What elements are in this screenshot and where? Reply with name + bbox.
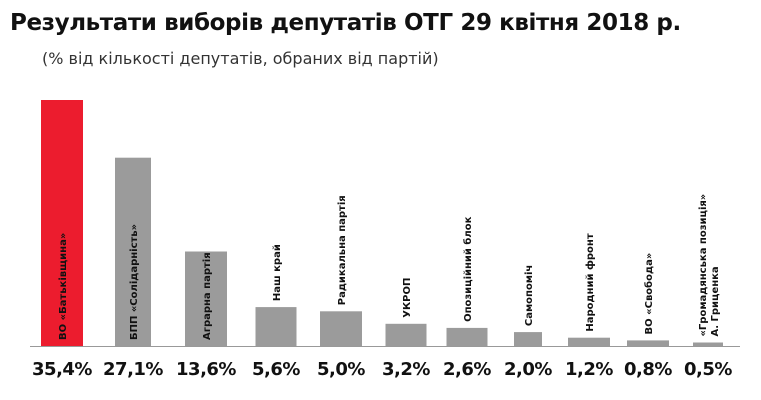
chart-title: Результати виборів депутатів ОТГ 29 квіт… [10, 10, 681, 36]
category-label-0: ВО «Батьківщина» [58, 233, 69, 340]
value-label-6: 2,6% [443, 359, 491, 380]
value-label-4: 5,0% [317, 359, 365, 380]
value-label-2: 13,6% [176, 359, 236, 380]
value-label-3: 5,6% [252, 359, 300, 380]
bar-0 [41, 100, 83, 346]
bar-8 [568, 337, 610, 346]
category-label-3: Наш край [272, 244, 283, 301]
chart-subtitle: (% від кількості депутатів, обраних від … [42, 49, 439, 68]
bar-6 [446, 327, 488, 346]
value-label-1: 27,1% [103, 359, 163, 380]
category-label-6: Опозиційний блок [462, 216, 474, 322]
value-label-7: 2,0% [504, 359, 552, 380]
bar-5 [385, 323, 427, 346]
category-label-8: Народний фронт [584, 233, 596, 331]
value-label-10: 0,5% [684, 359, 732, 380]
value-label-5: 3,2% [382, 359, 430, 380]
value-label-8: 1,2% [565, 359, 613, 380]
category-label-4: Радикальна партія [337, 195, 348, 305]
category-label-2: Аграрна партія [202, 252, 213, 340]
value-label-9: 0,8% [624, 359, 672, 380]
bar-2 [185, 251, 227, 346]
category-label-5: УКРОП [402, 278, 413, 318]
value-label-0: 35,4% [32, 359, 92, 380]
bar-9 [627, 340, 669, 346]
category-label-9: ВО «Свобода» [643, 253, 655, 335]
bar-3 [255, 307, 297, 346]
category-label-10: «Громадянська позиція»А. Гриценка [698, 194, 721, 337]
bar-10 [693, 342, 723, 346]
category-label-7: Самопоміч [524, 265, 535, 326]
bar-7 [514, 332, 542, 346]
bar-1 [115, 157, 151, 346]
category-label-1: БПП «Солідарність» [129, 224, 140, 340]
bar-4 [320, 311, 362, 346]
